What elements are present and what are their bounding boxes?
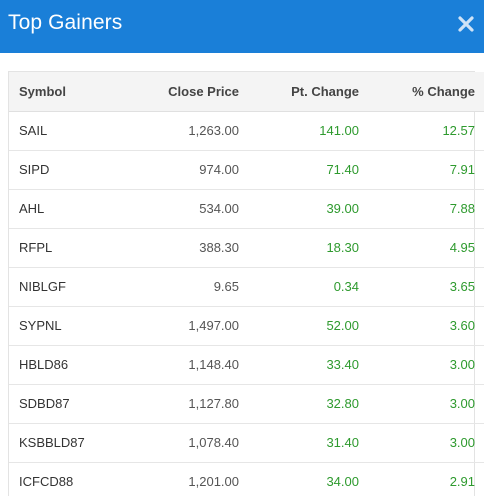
cell-pct-change: 3.00 [359,384,484,424]
cell-close-price: 534.00 [124,189,239,229]
cell-pct-change: 3.00 [359,423,484,463]
cell-symbol: SDBD87 [9,384,124,424]
gainers-table: Symbol Close Price Pt. Change % Change S… [9,72,484,496]
cell-pct-change: 7.91 [359,150,484,190]
cell-symbol: SIPD [9,150,124,190]
cell-close-price: 1,127.80 [124,384,239,424]
table-row[interactable]: SDBD87 1,127.80 32.80 3.00 [9,384,484,424]
close-button[interactable] [458,16,474,32]
cell-pct-change: 4.95 [359,228,484,268]
cell-close-price: 1,148.40 [124,345,239,385]
cell-close-price: 1,201.00 [124,462,239,496]
cell-pt-change: 0.34 [239,267,359,307]
cell-symbol: SAIL [9,111,124,151]
cell-close-price: 1,078.40 [124,423,239,463]
cell-symbol: ICFCD88 [9,462,124,496]
cell-pt-change: 18.30 [239,228,359,268]
cell-pct-change: 12.57 [359,111,484,151]
cell-close-price: 9.65 [124,267,239,307]
table-row[interactable]: KSBBLD87 1,078.40 31.40 3.00 [9,423,484,463]
cell-symbol: AHL [9,189,124,229]
cell-pt-change: 34.00 [239,462,359,496]
table-row[interactable]: AHL 534.00 39.00 7.88 [9,189,484,229]
cell-pt-change: 31.40 [239,423,359,463]
cell-pct-change: 2.91 [359,462,484,496]
cell-pt-change: 32.80 [239,384,359,424]
cell-symbol: HBLD86 [9,345,124,385]
cell-pct-change: 7.88 [359,189,484,229]
table-row[interactable]: SAIL 1,263.00 141.00 12.57 [9,111,484,151]
table-row[interactable]: RFPL 388.30 18.30 4.95 [9,228,484,268]
cell-pt-change: 141.00 [239,111,359,151]
column-header-pt-change[interactable]: Pt. Change [239,72,359,112]
cell-pt-change: 39.00 [239,189,359,229]
cell-pt-change: 52.00 [239,306,359,346]
table-row[interactable]: ICFCD88 1,201.00 34.00 2.91 [9,462,484,496]
cell-close-price: 388.30 [124,228,239,268]
table-row[interactable]: SYPNL 1,497.00 52.00 3.60 [9,306,484,346]
modal-header: Top Gainers [0,0,484,53]
close-icon [458,16,474,32]
cell-pt-change: 71.40 [239,150,359,190]
cell-symbol: RFPL [9,228,124,268]
cell-close-price: 974.00 [124,150,239,190]
cell-pct-change: 3.00 [359,345,484,385]
modal-title: Top Gainers [8,11,123,34]
column-header-pct-change[interactable]: % Change [359,72,484,112]
cell-close-price: 1,263.00 [124,111,239,151]
cell-pt-change: 33.40 [239,345,359,385]
table-row[interactable]: HBLD86 1,148.40 33.40 3.00 [9,345,484,385]
column-header-symbol[interactable]: Symbol [9,72,124,112]
cell-pct-change: 3.65 [359,267,484,307]
cell-close-price: 1,497.00 [124,306,239,346]
cell-symbol: KSBBLD87 [9,423,124,463]
table-header-row: Symbol Close Price Pt. Change % Change [9,72,484,112]
gainers-table-container: Symbol Close Price Pt. Change % Change S… [8,71,484,496]
cell-pct-change: 3.60 [359,306,484,346]
table-row[interactable]: SIPD 974.00 71.40 7.91 [9,150,484,190]
cell-symbol: SYPNL [9,306,124,346]
cell-symbol: NIBLGF [9,267,124,307]
table-row[interactable]: NIBLGF 9.65 0.34 3.65 [9,267,484,307]
column-header-close-price[interactable]: Close Price [124,72,239,112]
